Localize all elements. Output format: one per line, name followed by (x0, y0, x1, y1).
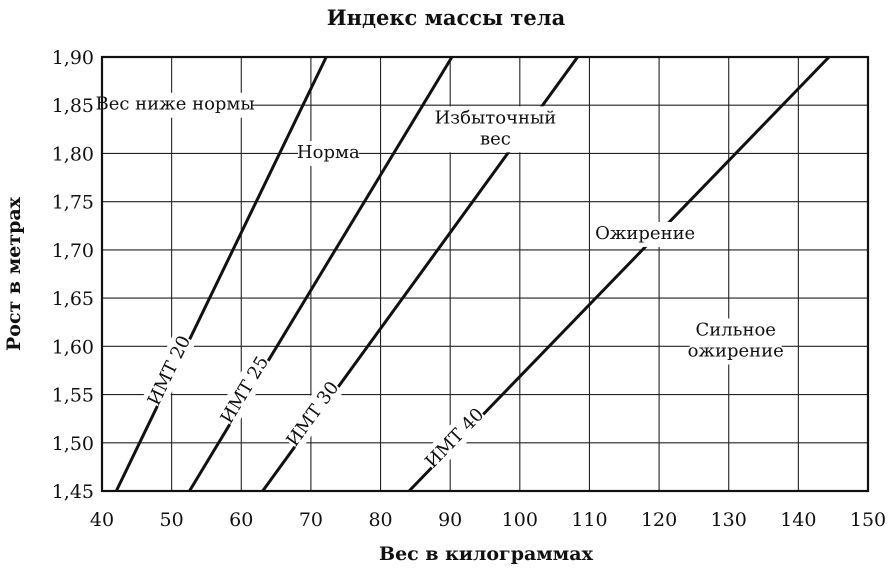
x-tick-label-100: 100 (502, 509, 538, 531)
region-label-4-1: ожирение (688, 341, 784, 362)
bmi-line-20 (114, 56, 328, 492)
bmi-label-bg (420, 403, 489, 473)
bmi-label-30: ИМТ 30 (282, 378, 343, 451)
annotation-bg (599, 221, 692, 247)
region-label-1-0: Норма (297, 142, 360, 163)
bmi-label-group-25: ИМТ 25 (214, 351, 274, 428)
bmi-label-bg (142, 331, 196, 409)
tick-labels: 40 50 60 70 80 90 100 110 120 130 140 150 1,45 1,50 1,… (52, 47, 886, 531)
annotation-bg (97, 92, 253, 118)
x-tick-label-70: 70 (299, 509, 323, 531)
x-tick-label-150: 150 (850, 509, 886, 531)
bmi-label-bg (214, 351, 274, 428)
y-tick-label-1,60: 1,60 (52, 336, 94, 358)
bmi-label-40: ИМТ 40 (421, 404, 488, 472)
y-tick-label-1,70: 1,70 (52, 240, 94, 262)
plot-frame (100, 55, 870, 493)
region-label-4-0: Сильное (695, 320, 776, 341)
y-tick-label-1,90: 1,90 (52, 47, 94, 69)
annotation-bg (438, 106, 552, 153)
y-tick-label-1,45: 1,45 (52, 481, 94, 503)
x-tick-label-80: 80 (368, 509, 392, 531)
x-tick-label-130: 130 (711, 509, 747, 531)
bmi-label-group-20: ИМТ 20 (142, 331, 196, 409)
x-tick-label-90: 90 (438, 509, 462, 531)
region-label-2-0: Избыточный (435, 107, 557, 128)
bmi-label-group-40: ИМТ 40 (420, 403, 489, 473)
region-label-3-0: Ожирение (595, 223, 695, 244)
chart-title: Индекс массы тела (327, 5, 566, 30)
y-tick-label-1,75: 1,75 (52, 192, 94, 214)
bmi-label-group-30: ИМТ 30 (281, 376, 344, 451)
x-tick-label-120: 120 (641, 509, 677, 531)
y-axis-title: Рост в метрах (3, 196, 25, 351)
y-tick-label-1,65: 1,65 (52, 288, 94, 310)
y-tick-label-1,80: 1,80 (52, 143, 94, 165)
annotation-bg (689, 318, 782, 365)
bmi-label-25: ИМТ 25 (217, 353, 274, 428)
x-tick-label-140: 140 (780, 509, 816, 531)
y-tick-label-1,55: 1,55 (52, 385, 94, 407)
x-tick-label-60: 60 (229, 509, 253, 531)
region-label-2-1: вес (480, 128, 511, 149)
x-axis-title: Вес в килограммах (379, 543, 594, 565)
y-tick-label-1,50: 1,50 (52, 433, 94, 455)
x-tick-label-40: 40 (90, 509, 114, 531)
bmi-line-25 (188, 56, 454, 492)
x-tick-label-50: 50 (160, 509, 184, 531)
x-tick-label-110: 110 (571, 509, 607, 531)
y-tick-label-1,85: 1,85 (52, 95, 94, 117)
annotation-bg (298, 140, 359, 166)
bmi-label-bg (281, 376, 344, 451)
region-label-0-0: Вес ниже нормы (95, 94, 254, 115)
